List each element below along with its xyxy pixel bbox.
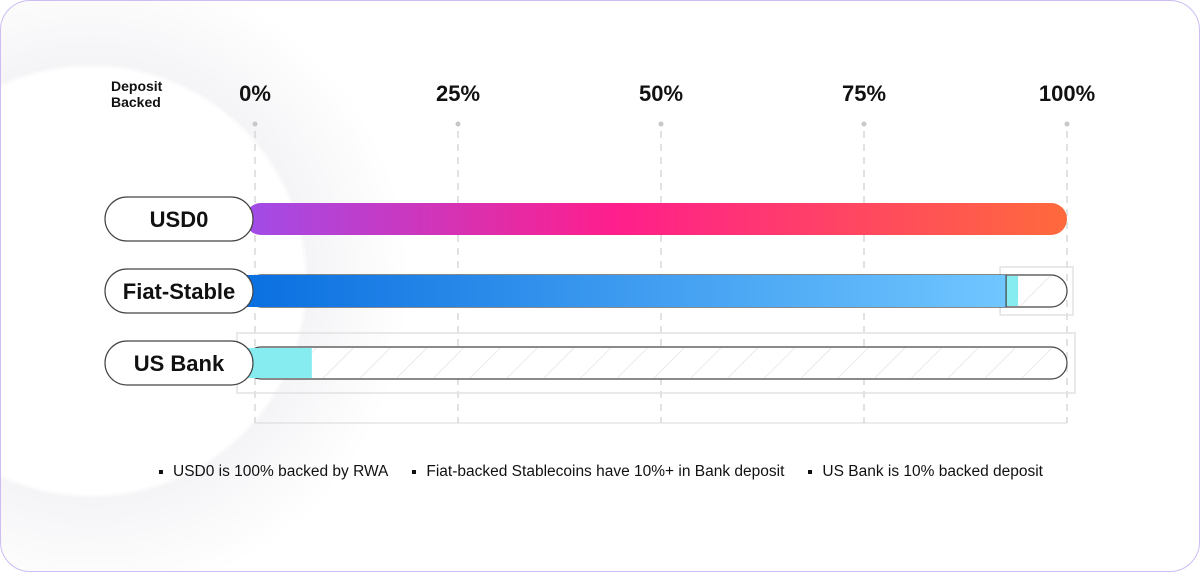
tick-dot (861, 121, 867, 127)
legend-label: US Bank is 10% backed deposit (822, 463, 1043, 480)
category-pill (104, 340, 254, 386)
tick-label: 50% (639, 81, 683, 106)
axis-label: Deposit Backed (111, 78, 163, 110)
tick-label: 0% (239, 81, 271, 106)
tick-dot (1064, 121, 1070, 127)
bar-deposit-segment (247, 348, 312, 378)
legend: USD0 is 100% backed by RWA Fiat-backed S… (1, 463, 1199, 481)
tick-dot (252, 121, 258, 127)
bar-remainder (257, 348, 1065, 378)
bar-deposit-segment (1006, 276, 1019, 306)
category-label: USD0 (150, 207, 209, 232)
axis-label-line: Deposit (111, 78, 163, 94)
tick-dot (658, 121, 664, 127)
category-pill (104, 196, 254, 242)
legend-label: USD0 is 100% backed by RWA (173, 463, 389, 480)
category-label: US Bank (134, 351, 225, 376)
tick-label: 25% (436, 81, 480, 106)
bar-usd0 (245, 203, 1067, 235)
tick-label: 75% (842, 81, 886, 106)
bar-remainder (1008, 276, 1065, 306)
tick-label: 100% (1039, 81, 1095, 106)
legend-item-usd0: USD0 is 100% backed by RWA (159, 463, 388, 481)
bar-fiat-stable (245, 275, 1007, 307)
bullet-icon (808, 470, 813, 474)
category-pill (104, 268, 254, 314)
legend-item-us-bank: US Bank is 10% backed deposit (808, 463, 1043, 481)
legend-item-fiat-stable: Fiat-backed Stablecoins have 10%+ in Ban… (412, 463, 784, 481)
legend-label: Fiat-backed Stablecoins have 10%+ in Ban… (426, 463, 785, 480)
bullet-icon (159, 470, 164, 474)
bullet-icon (412, 470, 417, 474)
axis-label-line: Backed (111, 94, 161, 110)
tick-dot (455, 121, 461, 127)
category-label: Fiat-Stable (123, 279, 235, 304)
